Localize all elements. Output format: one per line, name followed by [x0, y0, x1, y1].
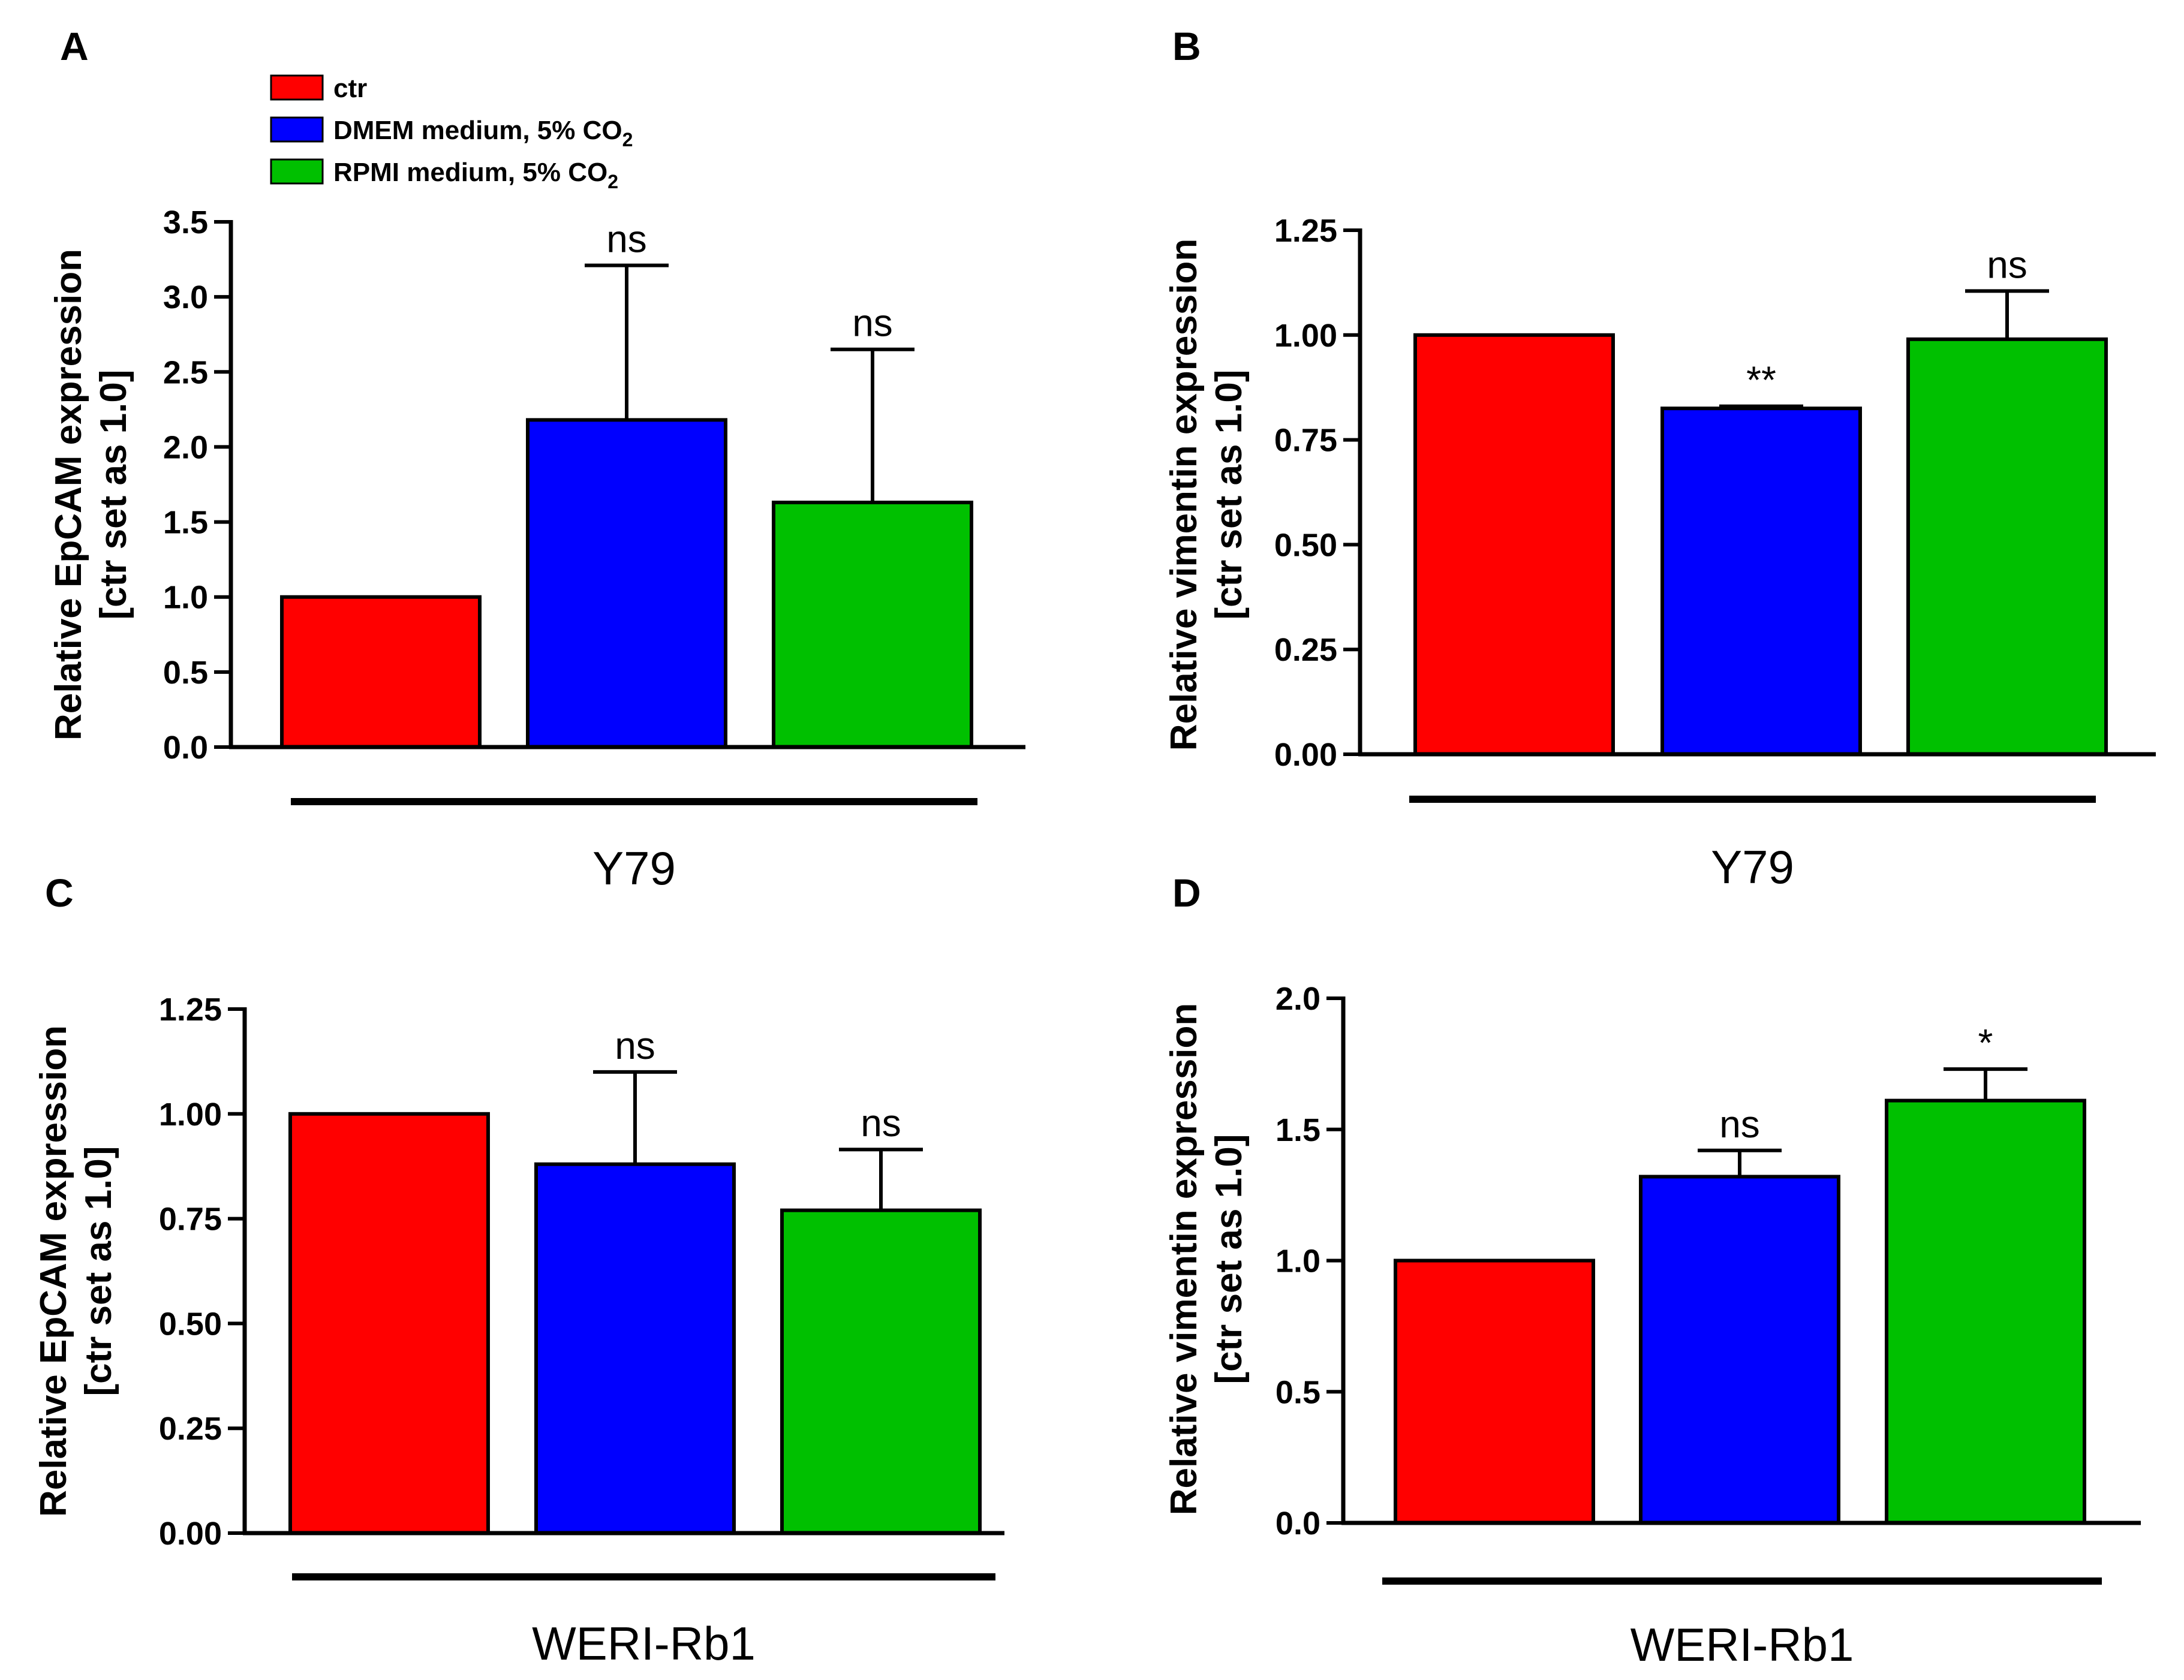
bar [280, 595, 482, 749]
y-tick-label: 1.0 [1275, 1244, 1320, 1279]
legend-label-ctr: ctr [333, 74, 367, 103]
y-axis-title-line2: [ctr set as 1.0] [93, 370, 134, 620]
y-tick-label: 0.5 [1275, 1374, 1320, 1410]
panel-letter-b: B [1172, 24, 1201, 68]
significance-label: ns [852, 302, 893, 345]
panel-letter-c: C [45, 871, 74, 915]
panel-b: B Relative vimentin expression [ctr set … [1163, 24, 2156, 893]
y-tick-label: 0.5 [163, 655, 208, 691]
significance-labels: ns * [1719, 1021, 1993, 1146]
y-tick-label: 0.50 [159, 1306, 222, 1342]
y-tick-label: 0.0 [163, 730, 208, 766]
y-tick-label: 0.00 [1274, 737, 1337, 773]
y-tick-label: 2.5 [163, 354, 208, 390]
significance-labels: ns ns [615, 1024, 901, 1145]
bar [1906, 337, 2108, 756]
y-tick-label: 1.5 [1275, 1112, 1320, 1148]
group-label: WERI-Rb1 [1631, 1618, 1854, 1671]
panel-c: C Relative EpCAM expression [ctr set as … [33, 871, 1004, 1670]
group-label: Y79 [1711, 841, 1794, 893]
y-tick-label: 0.75 [159, 1202, 222, 1238]
y-axis-title-line2: [ctr set as 1.0] [78, 1146, 119, 1396]
group-label: WERI-Rb1 [532, 1617, 756, 1670]
bars [280, 418, 973, 749]
bar [1885, 1098, 2086, 1525]
y-tick-label: 1.25 [159, 992, 222, 1028]
significance-label: ** [1746, 359, 1776, 402]
legend-label-rpmi: RPMI medium, 5% CO2 [333, 158, 618, 192]
bar [1413, 333, 1615, 756]
legend: ctr DMEM medium, 5% CO2 RPMI medium, 5% … [270, 74, 633, 192]
legend-label-dmem: DMEM medium, 5% CO2 [333, 116, 633, 150]
y-tick-label: 0.75 [1274, 423, 1337, 459]
bar [526, 418, 727, 749]
y-tick-label: 0.50 [1274, 527, 1337, 563]
significance-label: ns [861, 1101, 901, 1145]
y-axis-ticks: 0.00 0.25 0.50 0.75 1.00 1.25 [159, 992, 245, 1552]
y-tick-label: 3.0 [163, 279, 208, 315]
y-tick-label: 1.25 [1274, 213, 1337, 249]
panel-letter-d: D [1172, 871, 1201, 915]
y-tick-label: 3.5 [163, 204, 208, 240]
y-axis-title-line1: Relative EpCAM expression [48, 249, 89, 740]
y-tick-label: 2.0 [1275, 981, 1320, 1017]
y-tick-label: 1.5 [163, 505, 208, 541]
y-axis-title-line2: [ctr set as 1.0] [1208, 1134, 1250, 1384]
bar [288, 1112, 490, 1536]
y-tick-label: 1.00 [159, 1097, 222, 1133]
bars [1413, 333, 2108, 756]
bar [534, 1162, 736, 1535]
significance-labels: ns ns [606, 218, 893, 345]
panel-letter-a: A [60, 24, 89, 68]
group-label: Y79 [592, 842, 676, 895]
significance-label: ns [615, 1024, 655, 1067]
bar [772, 501, 973, 749]
legend-swatch-ctr [270, 74, 324, 101]
panel-a: A Relative EpCAM expression [ctr set as … [48, 24, 1025, 895]
bar [1660, 407, 1862, 756]
y-tick-label: 0.25 [1274, 632, 1337, 668]
error-bars [1719, 289, 2049, 409]
y-axis-title-line1: Relative vimentin expression [1163, 239, 1205, 751]
legend-swatch-rpmi [270, 158, 324, 185]
bars [1394, 1098, 2086, 1525]
y-tick-label: 0.0 [1275, 1506, 1320, 1541]
bar [780, 1208, 982, 1535]
bar [1639, 1175, 1840, 1525]
y-axis-title-line1: Relative vimentin expression [1163, 1003, 1205, 1516]
y-tick-label: 0.00 [159, 1516, 222, 1552]
significance-label: * [1978, 1021, 1993, 1064]
significance-label: ns [1987, 243, 2027, 286]
significance-label: ns [1719, 1103, 1760, 1146]
y-tick-label: 0.25 [159, 1411, 222, 1447]
significance-labels: ** ns [1746, 243, 2027, 401]
y-axis-title-line2: [ctr set as 1.0] [1208, 370, 1250, 620]
legend-swatch-dmem [270, 116, 324, 143]
error-bars [585, 263, 914, 503]
y-axis-ticks: 0.00 0.25 0.50 0.75 1.00 1.25 [1274, 213, 1360, 773]
y-axis-ticks: 0.0 0.5 1.0 1.5 2.0 [1275, 981, 1343, 1541]
bar [1394, 1259, 1595, 1525]
y-axis-title-line1: Relative EpCAM expression [33, 1025, 74, 1517]
significance-label: ns [606, 218, 647, 261]
error-bars [593, 1070, 923, 1211]
y-tick-label: 1.00 [1274, 318, 1337, 354]
y-axis-ticks: 0.0 0.5 1.0 1.5 2.0 2.5 3.0 3.5 [163, 204, 231, 766]
y-tick-label: 2.0 [163, 429, 208, 465]
y-tick-label: 1.0 [163, 580, 208, 616]
panel-d: D Relative vimentin expression [ctr set … [1163, 871, 2141, 1671]
error-bars [1698, 1067, 2027, 1177]
